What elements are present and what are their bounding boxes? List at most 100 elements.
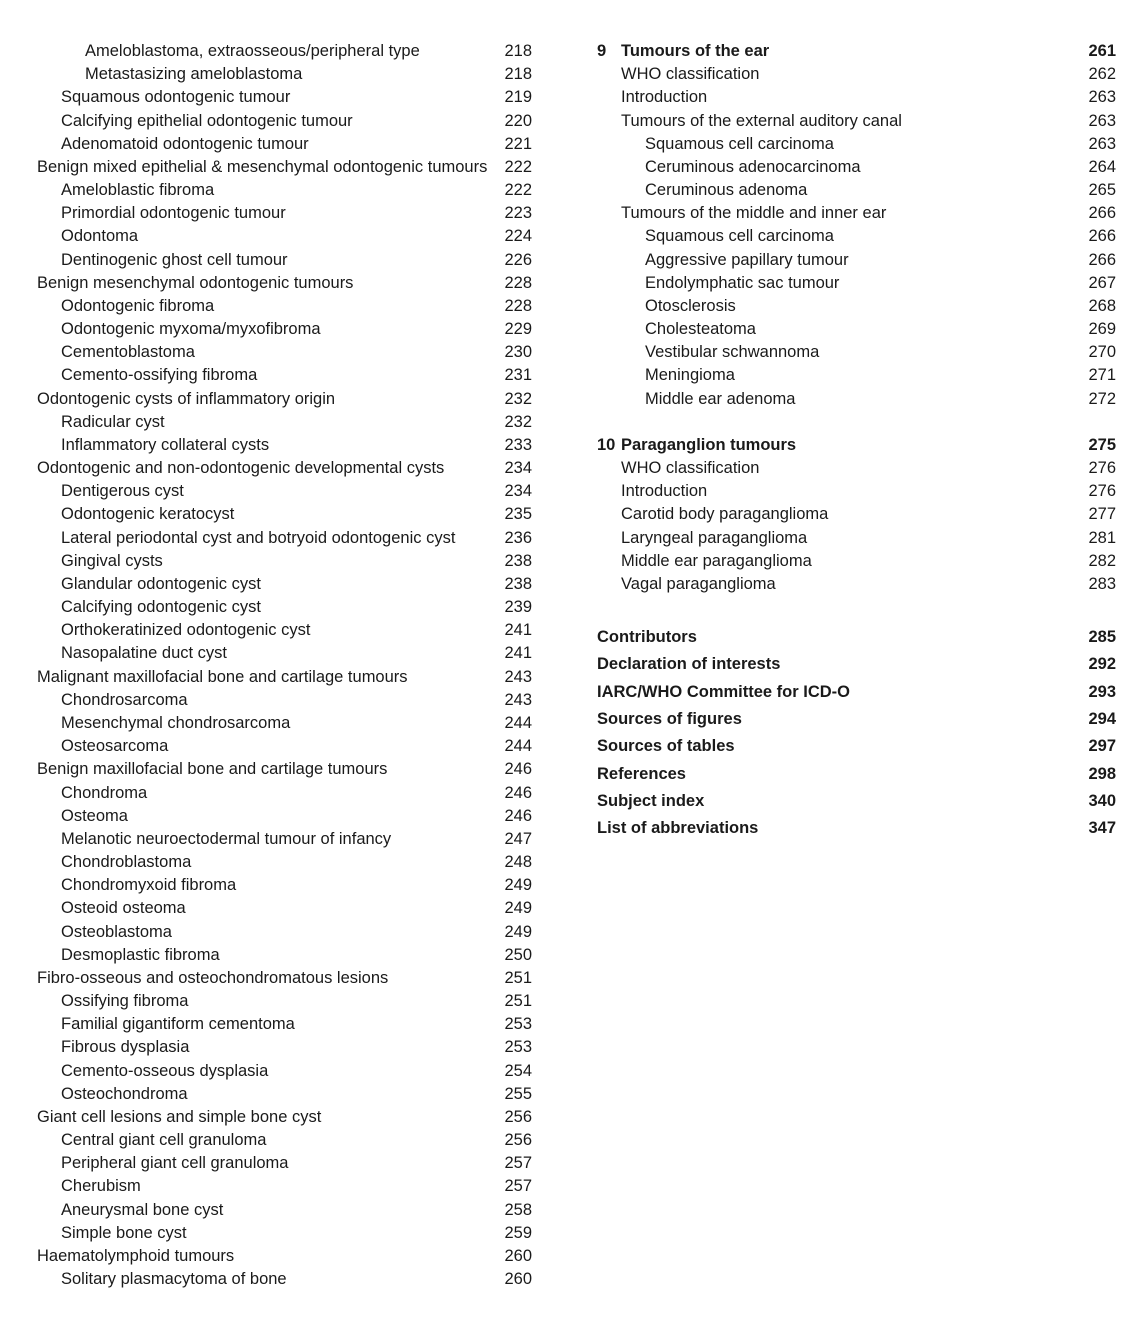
toc-entry[interactable]: Benign mixed epithelial & mesenchymal od… — [37, 156, 532, 179]
entry-title: Osteoma — [61, 806, 128, 825]
toc-entry[interactable]: Osteoblastoma 249 — [37, 921, 532, 944]
toc-entry[interactable]: Middle ear adenoma 272 — [597, 388, 1116, 411]
toc-entry[interactable]: Ameloblastoma, extraosseous/peripheral t… — [37, 40, 532, 63]
toc-entry[interactable]: Vestibular schwannoma 270 — [597, 341, 1116, 364]
toc-entry[interactable]: Cemento-osseous dysplasia 254 — [37, 1060, 532, 1083]
entry-title: Fibrous dysplasia — [61, 1038, 190, 1057]
toc-entry[interactable]: Odontoma 224 — [37, 225, 532, 248]
toc-entry[interactable]: Fibro-osseous and osteochondromatous les… — [37, 967, 532, 990]
toc-entry[interactable]: Calcifying odontogenic cyst 239 — [37, 596, 532, 619]
back-matter-item[interactable]: References 298 — [597, 761, 1116, 788]
back-matter-item[interactable]: Sources of figures 294 — [597, 706, 1116, 733]
back-matter-item[interactable]: Sources of tables 297 — [597, 733, 1116, 760]
toc-entry[interactable]: Nasopalatine duct cyst 241 — [37, 642, 532, 665]
toc-entry[interactable]: Vagal paraganglioma 283 — [597, 573, 1116, 596]
toc-entry[interactable]: Cemento-ossifying fibroma 231 — [37, 364, 532, 387]
toc-entry[interactable]: Meningioma 271 — [597, 364, 1116, 387]
toc-entry[interactable]: Solitary plasmacytoma of bone 260 — [37, 1268, 532, 1291]
toc-entry[interactable]: Odontogenic fibroma 228 — [37, 295, 532, 318]
toc-entry[interactable]: Squamous odontogenic tumour 219 — [37, 86, 532, 109]
back-matter-item[interactable]: Subject index 340 — [597, 788, 1116, 815]
entry-page-number: 218 — [504, 42, 532, 60]
toc-entry[interactable]: Ameloblastic fibroma 222 — [37, 179, 532, 202]
toc-entry[interactable]: Fibrous dysplasia 253 — [37, 1036, 532, 1059]
toc-entry[interactable]: Odontogenic cysts of inflammatory origin… — [37, 388, 532, 411]
toc-entry[interactable]: Carotid body paraganglioma 277 — [597, 503, 1116, 526]
back-matter-item[interactable]: Declaration of interests 292 — [597, 651, 1116, 678]
toc-entry[interactable]: Desmoplastic fibroma 250 — [37, 944, 532, 967]
toc-entry[interactable]: Dentinogenic ghost cell tumour 226 — [37, 249, 532, 272]
toc-entry[interactable]: Osteoid osteoma 249 — [37, 897, 532, 920]
toc-entry[interactable]: Cholesteatoma 269 — [597, 318, 1116, 341]
entry-page-number: 231 — [504, 366, 532, 385]
toc-entry[interactable]: Malignant maxillofacial bone and cartila… — [37, 666, 532, 689]
toc-entry[interactable]: Squamous cell carcinoma 266 — [597, 225, 1116, 248]
entry-page-number: 347 — [1088, 819, 1116, 838]
toc-entry[interactable]: Giant cell lesions and simple bone cyst 2… — [37, 1106, 532, 1129]
toc-entry[interactable]: Lateral periodontal cyst and botryoid od… — [37, 527, 532, 550]
toc-entry[interactable]: Central giant cell granuloma 256 — [37, 1129, 532, 1152]
toc-entry[interactable]: Squamous cell carcinoma 263 — [597, 133, 1116, 156]
toc-entry[interactable]: Calcifying epithelial odontogenic tumour… — [37, 110, 532, 133]
toc-entry[interactable]: Osteochondroma 255 — [37, 1083, 532, 1106]
entry-title: Contributors — [597, 628, 697, 647]
entry-page-number: 241 — [504, 644, 532, 663]
toc-entry[interactable]: Primordial odontogenic tumour 223 — [37, 202, 532, 225]
toc-entry[interactable]: Ceruminous adenocarcinoma 264 — [597, 156, 1116, 179]
entry-page-number: 228 — [504, 273, 532, 292]
toc-entry[interactable]: Ossifying fibroma 251 — [37, 990, 532, 1013]
back-matter-item[interactable]: Contributors 285 — [597, 624, 1116, 651]
toc-entry[interactable]: Osteoma 246 — [37, 805, 532, 828]
toc-entry[interactable]: Benign maxillofacial bone and cartilage … — [37, 758, 532, 781]
toc-entry[interactable]: Tumours of the external auditory canal 26… — [597, 110, 1116, 133]
toc-entry[interactable]: WHO classification 262 — [597, 63, 1116, 86]
toc-entry[interactable]: Adenomatoid odontogenic tumour 221 — [37, 133, 532, 156]
toc-entry[interactable]: Laryngeal paraganglioma 281 — [597, 527, 1116, 550]
toc-entry[interactable]: Glandular odontogenic cyst 238 — [37, 573, 532, 596]
toc-entry[interactable]: Endolymphatic sac tumour 267 — [597, 272, 1116, 295]
toc-entry[interactable]: Otosclerosis 268 — [597, 295, 1116, 318]
back-matter-item[interactable]: List of abbreviations 347 — [597, 815, 1116, 842]
toc-right-column: 9 Tumours of the ear 261 WHO classificat… — [597, 40, 1116, 843]
entry-title: Cementoblastoma — [61, 343, 195, 362]
toc-entry[interactable]: Melanotic neuroectodermal tumour of infa… — [37, 828, 532, 851]
entry-title: Radicular cyst — [61, 412, 165, 431]
toc-entry[interactable]: Chondrosarcoma 243 — [37, 689, 532, 712]
chapter-10-heading[interactable]: 10 Paraganglion tumours 275 — [597, 434, 1116, 457]
toc-entry[interactable]: Simple bone cyst 259 — [37, 1222, 532, 1245]
toc-entry[interactable]: Benign mesenchymal odontogenic tumours 22… — [37, 272, 532, 295]
toc-entry[interactable]: Radicular cyst 232 — [37, 411, 532, 434]
toc-entry[interactable]: Familial gigantiform cementoma 253 — [37, 1013, 532, 1036]
toc-entry[interactable]: Odontogenic and non-odontogenic developm… — [37, 457, 532, 480]
toc-entry[interactable]: Introduction 276 — [597, 480, 1116, 503]
toc-entry[interactable]: Aggressive papillary tumour 266 — [597, 249, 1116, 272]
toc-entry[interactable]: Middle ear paraganglioma 282 — [597, 550, 1116, 573]
toc-entry[interactable]: Odontogenic myxoma/myxofibroma 229 — [37, 318, 532, 341]
toc-entry[interactable]: Mesenchymal chondrosarcoma 244 — [37, 712, 532, 735]
toc-entry[interactable]: Aneurysmal bone cyst 258 — [37, 1199, 532, 1222]
toc-entry[interactable]: WHO classification 276 — [597, 457, 1116, 480]
toc-entry[interactable]: Dentigerous cyst 234 — [37, 480, 532, 503]
toc-entry[interactable]: Orthokeratinized odontogenic cyst 241 — [37, 619, 532, 642]
toc-entry[interactable]: Tumours of the middle and inner ear 266 — [597, 202, 1116, 225]
toc-entry[interactable]: Cherubism 257 — [37, 1175, 532, 1198]
toc-entry[interactable]: Gingival cysts 238 — [37, 550, 532, 573]
toc-entry[interactable]: Chondroblastoma 248 — [37, 851, 532, 874]
toc-entry[interactable]: Ceruminous adenoma 265 — [597, 179, 1116, 202]
chapter-9-heading[interactable]: 9 Tumours of the ear 261 — [597, 40, 1116, 63]
entry-page-number: 232 — [504, 412, 532, 431]
toc-entry[interactable]: Cementoblastoma 230 — [37, 341, 532, 364]
toc-entry[interactable]: Peripheral giant cell granuloma 257 — [37, 1152, 532, 1175]
entry-page-number: 233 — [504, 435, 532, 454]
entry-title: Carotid body paraganglioma — [621, 505, 829, 524]
toc-entry[interactable]: Osteosarcoma 244 — [37, 735, 532, 758]
entry-title: Chondrosarcoma — [61, 690, 188, 709]
toc-entry[interactable]: Haematolymphoid tumours 260 — [37, 1245, 532, 1268]
back-matter-item[interactable]: IARC/WHO Committee for ICD-O 293 — [597, 679, 1116, 706]
toc-entry[interactable]: Chondroma 246 — [37, 782, 532, 805]
toc-entry[interactable]: Metastasizing ameloblastoma 218 — [37, 63, 532, 86]
toc-entry[interactable]: Introduction 263 — [597, 86, 1116, 109]
toc-entry[interactable]: Inflammatory collateral cysts 233 — [37, 434, 532, 457]
toc-entry[interactable]: Odontogenic keratocyst 235 — [37, 503, 532, 526]
toc-entry[interactable]: Chondromyxoid fibroma 249 — [37, 874, 532, 897]
